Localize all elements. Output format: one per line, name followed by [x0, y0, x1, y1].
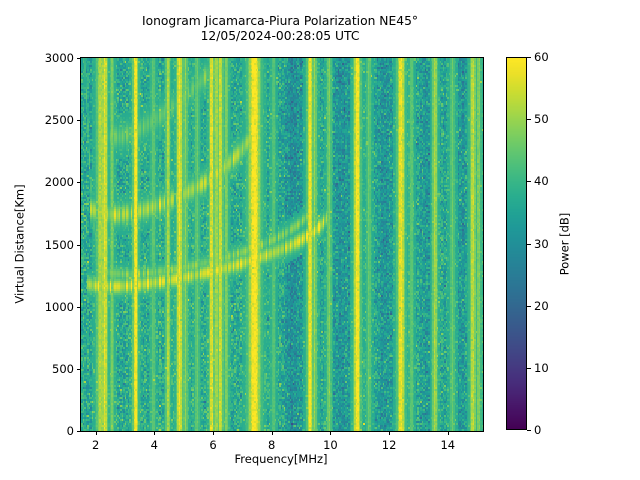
- x-axis-tick: [271, 431, 273, 435]
- colorbar-tick-label: 20: [534, 298, 549, 313]
- y-axis-tick-label: 2000: [44, 175, 74, 190]
- x-axis-tick-label: 10: [323, 438, 338, 452]
- figure-title: Ionogram Jicamarca-Piura Polarization NE…: [0, 14, 560, 44]
- x-axis-tick: [330, 431, 332, 435]
- colorbar-tick-label: 40: [534, 174, 549, 189]
- y-axis-tick: [77, 244, 81, 246]
- y-axis-tick-label: 3000: [44, 51, 74, 65]
- colorbar-tick-label: 50: [534, 112, 549, 127]
- colorbar-tick-label: 30: [534, 236, 549, 251]
- y-axis-tick-label: 500: [52, 361, 74, 376]
- x-axis-tick-label: 14: [440, 438, 456, 452]
- colorbar-tick: [527, 430, 531, 431]
- colorbar: 0 10 20 30 40 50 60: [506, 50, 549, 437]
- y-axis-tick: [77, 58, 81, 59]
- colorbar-tick-label: 10: [534, 360, 549, 375]
- y-axis-tick-label: 0: [66, 424, 74, 438]
- title-line-1: Ionogram Jicamarca-Piura Polarization NE…: [141, 14, 419, 28]
- colorbar-tick: [527, 57, 531, 58]
- x-axis-tick-label: 2: [91, 438, 100, 452]
- y-axis-tick-label: 2500: [44, 113, 74, 128]
- x-axis-tick: [389, 431, 391, 435]
- title-line-2: 12/05/2024-00:28:05 UTC: [200, 29, 360, 43]
- y-axis-tick-label: 1500: [44, 237, 74, 252]
- colorbar-label: Power [dB]: [557, 212, 571, 275]
- colorbar-tick: [527, 367, 531, 369]
- x-axis-tick: [447, 431, 449, 435]
- colorbar-tick: [527, 305, 531, 307]
- y-axis-tick-label: 1000: [44, 299, 74, 314]
- ionogram-heatmap: [81, 58, 483, 431]
- x-axis-tick-label: 8: [268, 438, 276, 452]
- x-axis-tick: [95, 431, 97, 435]
- colorbar-tick: [527, 119, 531, 121]
- y-axis-tick: [77, 182, 81, 184]
- plot-area: 0 500 1000 1500 2000 2500 3000 2 4 6 8 10 12 14: [45, 51, 484, 452]
- x-axis-tick: [213, 431, 215, 435]
- colorbar-gradient: [506, 57, 527, 430]
- colorbar-tick: [527, 181, 531, 183]
- x-axis-tick-label: 6: [209, 438, 217, 452]
- x-axis-tick-label: 12: [381, 438, 397, 452]
- y-axis-tick: [77, 368, 81, 370]
- y-axis-tick: [77, 431, 81, 432]
- colorbar-tick-label: 60: [534, 50, 549, 64]
- x-axis-label: Frequency[MHz]: [234, 452, 328, 466]
- colorbar-tick-label: 0: [534, 423, 542, 437]
- colorbar-tick: [527, 243, 531, 245]
- y-axis-tick: [77, 306, 81, 308]
- y-axis-label: Virtual Distance[Km]: [13, 183, 28, 304]
- x-axis-tick-label: 4: [150, 438, 159, 452]
- y-axis-tick: [77, 120, 81, 122]
- x-axis-tick: [154, 431, 156, 435]
